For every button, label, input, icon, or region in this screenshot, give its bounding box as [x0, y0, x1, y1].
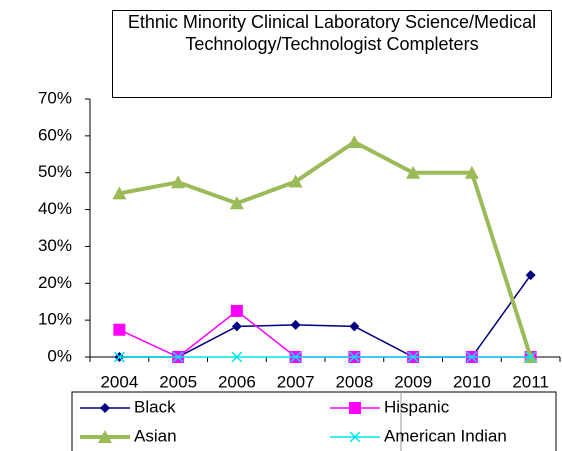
x-tick-label: 2011: [512, 372, 549, 391]
y-tick-label: 10%: [38, 310, 72, 329]
marker: [464, 165, 479, 179]
marker: [290, 351, 302, 363]
x-tick-label: 2009: [394, 372, 432, 391]
marker: [349, 402, 361, 414]
marker: [407, 351, 419, 363]
x-tick-label: 2004: [100, 372, 138, 391]
x-tick-label: 2007: [277, 372, 315, 391]
marker: [348, 351, 360, 363]
marker: [172, 351, 184, 363]
y-tick-label: 60%: [38, 125, 72, 144]
y-tick-label: 0%: [47, 346, 72, 365]
y-tick-label: 20%: [38, 273, 72, 292]
y-tick-label: 40%: [38, 199, 72, 218]
marker: [525, 351, 537, 363]
legend-box: [71, 391, 557, 451]
marker: [406, 165, 421, 179]
marker: [171, 175, 186, 189]
marker: [113, 351, 125, 363]
marker: [98, 430, 112, 443]
series-line: [119, 309, 531, 358]
marker: [347, 135, 362, 149]
marker: [466, 351, 478, 363]
series-line: [119, 139, 533, 358]
x-tick-label: 2006: [218, 372, 256, 391]
marker: [525, 270, 536, 281]
x-tick-label: 2005: [159, 372, 197, 391]
legend-label: Hispanic: [384, 397, 450, 416]
marker: [349, 431, 361, 443]
y-tick-label: 30%: [38, 236, 72, 255]
marker: [229, 196, 244, 210]
y-tick-label: 50%: [38, 162, 72, 181]
marker: [100, 403, 110, 413]
marker: [288, 174, 303, 188]
marker: [231, 351, 243, 363]
x-tick-label: 2008: [335, 372, 373, 391]
marker: [113, 323, 126, 336]
chart-title: Ethnic Minority Clinical Laboratory Scie…: [112, 10, 552, 98]
marker: [290, 319, 301, 330]
marker: [349, 321, 360, 332]
marker: [231, 321, 242, 332]
marker: [112, 186, 127, 200]
y-tick-label: 70%: [38, 88, 72, 107]
marker: [230, 304, 243, 317]
series-line: [119, 274, 532, 358]
legend-label: Asian: [134, 426, 177, 445]
legend-label: American Indian: [384, 426, 507, 445]
legend-label: Black: [134, 397, 176, 416]
x-tick-label: 2010: [453, 372, 491, 391]
